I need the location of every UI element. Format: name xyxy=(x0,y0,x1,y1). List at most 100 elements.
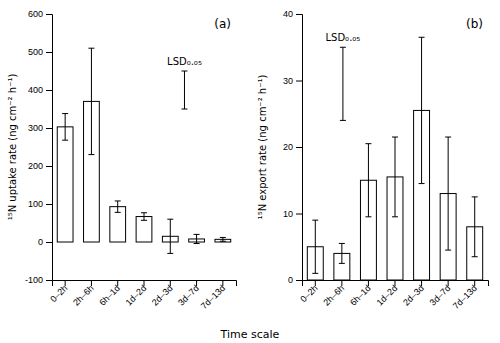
panel: LSD₀.₀₅0–2h2h–6h6h–1d1d–2d2d–3d3d–7d7d–1… xyxy=(7,9,237,311)
tick: 2h–6h xyxy=(71,280,96,308)
error-bar-cap xyxy=(419,37,425,38)
error-bar-cap xyxy=(194,234,200,235)
tick: 20 xyxy=(283,142,302,152)
error-bar-stem xyxy=(341,243,342,263)
tick-mark xyxy=(46,242,52,243)
error-bar-stem xyxy=(395,137,396,217)
tick-label: 0–2h xyxy=(298,283,319,304)
tick: 0–2h xyxy=(298,280,319,304)
tick-mark xyxy=(296,147,302,148)
error-bar xyxy=(220,237,226,241)
tick-mark xyxy=(91,280,92,286)
tick: 0 xyxy=(38,237,52,247)
tick-label: 2d–3d xyxy=(401,283,426,308)
error-bar-stem xyxy=(170,219,171,253)
tick: 2d–3d xyxy=(401,280,426,308)
tick-mark xyxy=(448,280,449,286)
tick-mark xyxy=(46,90,52,91)
tick: 200 xyxy=(28,161,52,171)
axis-line xyxy=(303,281,489,287)
error-bar-stem xyxy=(474,197,475,257)
error-bar xyxy=(167,219,173,253)
tick: 6h–1d xyxy=(348,280,373,308)
error-bar-cap xyxy=(339,263,345,264)
lsd-bar-cap xyxy=(340,47,346,48)
error-bar-cap xyxy=(167,219,173,220)
error-bar xyxy=(419,37,425,183)
error-bar xyxy=(312,220,318,273)
tick: 300 xyxy=(28,123,52,133)
tick: 0–2h xyxy=(48,280,69,304)
error-bar xyxy=(339,243,345,263)
tick-mark xyxy=(296,81,302,82)
tick: 0 xyxy=(288,275,302,285)
tick: -100 xyxy=(25,275,52,285)
error-bar-stem xyxy=(117,201,118,212)
annotation: LSD₀.₀₅ xyxy=(326,32,361,43)
error-bar xyxy=(365,144,371,217)
tick: 3d–7d xyxy=(428,280,453,308)
tick-label: 3d–7d xyxy=(428,283,453,308)
tick: 40 xyxy=(283,9,302,19)
tick-mark xyxy=(46,280,52,281)
error-bar-cap xyxy=(88,48,94,49)
tick-mark xyxy=(46,14,52,15)
tick-label: 6h–1d xyxy=(348,283,373,308)
lsd-bar xyxy=(340,47,346,120)
tick-label: 600 xyxy=(28,9,43,19)
tick: 2h–6h xyxy=(321,280,346,308)
error-bar-cap xyxy=(115,212,121,213)
error-bar-stem xyxy=(222,237,223,241)
error-bar-stem xyxy=(144,213,145,221)
tick-label: 40 xyxy=(283,9,293,19)
x-axis-title: Time scale xyxy=(220,328,280,341)
tick-mark xyxy=(46,128,52,129)
axis-line xyxy=(53,281,237,287)
axis-line xyxy=(296,15,303,281)
error-bar-cap xyxy=(220,241,226,242)
error-bar xyxy=(88,48,94,154)
tick: 3d–7d xyxy=(176,280,201,308)
tick-label: 30 xyxy=(283,76,293,86)
error-bar-cap xyxy=(220,237,226,238)
tick: 400 xyxy=(28,85,52,95)
error-bar-cap xyxy=(365,216,371,217)
tick-label: 0 xyxy=(38,237,43,247)
tick-label: 2h–6h xyxy=(71,283,96,308)
lsd-bar-cap xyxy=(181,109,187,110)
panel: LSD₀.₀₅ 0–2h2h–6h6h–1d1d–2d2d–3d3d–7d7d–1… xyxy=(257,9,489,311)
lsd-bar xyxy=(181,71,187,109)
error-bar-stem xyxy=(65,114,66,141)
tick-mark xyxy=(296,14,302,15)
tick-label: 20 xyxy=(283,142,293,152)
tick: 6h–1d xyxy=(97,280,122,308)
error-bar-stem xyxy=(368,144,369,217)
error-bar-stem xyxy=(448,137,449,250)
tick: 100 xyxy=(28,199,52,209)
tick-mark xyxy=(421,280,422,286)
y-axis: 010203040 xyxy=(283,9,303,285)
error-bar-cap xyxy=(312,220,318,221)
tick-mark xyxy=(296,214,302,215)
error-bar-cap xyxy=(141,212,147,213)
marks xyxy=(307,37,482,280)
tick-label: 1d–2d xyxy=(375,283,400,308)
tick-mark xyxy=(341,280,342,286)
x-axis: 0–2h2h–6h6h–1d1d–2d2d–3d3d–7d7d–13d xyxy=(298,280,488,311)
tick-label: 2h–6h xyxy=(321,283,346,308)
error-bar-cap xyxy=(339,243,345,244)
tick-mark xyxy=(65,280,66,286)
tick-mark xyxy=(296,280,302,281)
error-bar-stem xyxy=(196,234,197,243)
chart: LSD₀.₀₅ 0–2h2h–6h6h–1d1d–2d2d–3d3d–7d7d–1… xyxy=(0,0,500,343)
error-bar-stem xyxy=(315,220,316,273)
error-bar-cap xyxy=(472,196,478,197)
tick-mark xyxy=(144,280,145,286)
annotation: LSD₀.₀₅ xyxy=(167,56,202,67)
tick-mark xyxy=(117,280,118,286)
tick-mark xyxy=(170,280,171,286)
tick: 30 xyxy=(283,76,302,86)
error-bar xyxy=(392,137,398,217)
tick-label: -100 xyxy=(25,275,43,285)
error-bar xyxy=(62,114,68,141)
